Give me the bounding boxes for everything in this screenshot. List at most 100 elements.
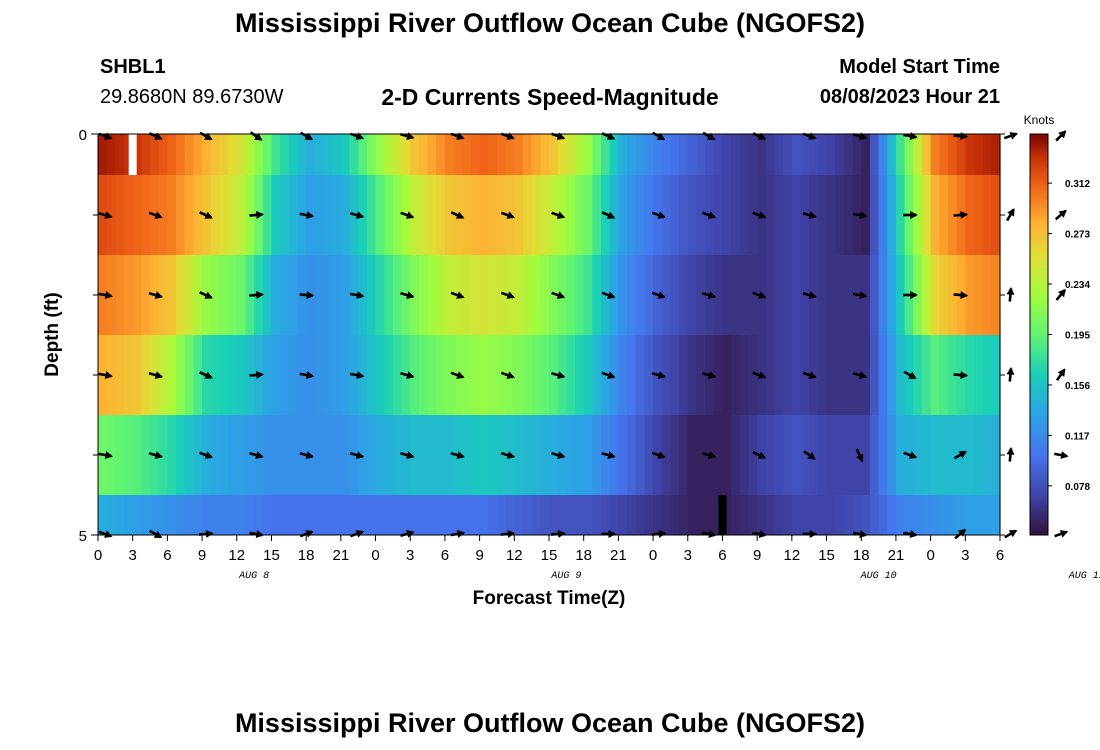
heatmap-cell	[184, 134, 194, 175]
heatmap-cell	[193, 255, 203, 335]
heatmap-cell	[991, 335, 1001, 415]
heatmap-cell	[488, 495, 498, 535]
heatmap-cell	[427, 415, 437, 495]
heatmap-cell	[150, 134, 160, 175]
current-arrow	[1004, 529, 1018, 539]
heatmap-cell	[531, 175, 541, 255]
current-arrow	[651, 530, 667, 538]
heatmap-cell	[791, 495, 802, 535]
current-arrow	[752, 451, 767, 459]
current-arrow	[601, 291, 616, 299]
heatmap-cell	[661, 495, 672, 535]
heatmap-cell	[575, 495, 585, 535]
colorbar-tick-label: 0.234	[1065, 280, 1090, 291]
heatmap-cell	[219, 134, 229, 175]
heatmap-cell	[297, 134, 307, 175]
heatmap-cell	[254, 134, 264, 175]
heatmap-cell	[817, 415, 828, 495]
heatmap-cell	[522, 495, 533, 535]
heatmap-cell	[332, 175, 342, 255]
heatmap-cell	[835, 175, 845, 255]
heatmap-cell	[705, 134, 715, 175]
heatmap-cell	[167, 175, 177, 255]
heatmap-cell	[124, 335, 134, 415]
current-arrow	[802, 211, 817, 219]
heatmap-cell	[627, 134, 637, 175]
heatmap-cell	[427, 495, 437, 535]
heatmap-cell	[141, 175, 151, 255]
heatmap-cell	[644, 255, 654, 335]
heatmap-cell	[236, 335, 247, 415]
heatmap-cell	[366, 255, 377, 335]
heatmap-cell	[444, 255, 455, 335]
current-arrow	[400, 291, 415, 299]
current-arrow	[199, 291, 213, 299]
heatmap-cell	[826, 255, 836, 335]
current-arrow	[802, 371, 817, 379]
heatmap-cell	[98, 134, 108, 175]
current-arrow	[299, 451, 314, 459]
current-arrow	[701, 291, 717, 299]
heatmap-cell	[436, 134, 446, 175]
current-arrow	[500, 530, 516, 538]
heatmap-cell	[575, 335, 585, 415]
current-arrow	[1006, 287, 1015, 302]
current-arrow	[651, 371, 666, 379]
heatmap-cell	[965, 335, 975, 415]
heatmap-cell	[479, 415, 489, 495]
heatmap-cell	[965, 255, 975, 335]
heatmap-cell	[332, 335, 342, 415]
heatmap-cell	[245, 415, 255, 495]
heatmap-cell	[748, 495, 758, 535]
heatmap-cell	[436, 335, 446, 415]
current-arrow	[249, 211, 264, 219]
heatmap-cell	[895, 134, 906, 175]
heatmap-cell	[522, 255, 533, 335]
missing-data-cell	[128, 134, 137, 175]
heatmap-cell	[800, 134, 810, 175]
heatmap-cells	[98, 134, 1001, 535]
heatmap-cell	[488, 175, 498, 255]
missing-data-cell	[718, 495, 727, 535]
heatmap-cell	[843, 335, 854, 415]
heatmap-cell	[783, 134, 793, 175]
heatmap-cell	[193, 415, 203, 495]
heatmap-cell	[384, 255, 394, 335]
heatmap-cell	[366, 335, 377, 415]
heatmap-cell	[418, 255, 429, 335]
heatmap-cell	[687, 335, 698, 415]
heatmap-cell	[366, 415, 377, 495]
heatmap-cell	[791, 335, 802, 415]
model-start-value: 08/08/2023 Hour 21	[819, 86, 1000, 108]
heatmap-cell	[869, 415, 880, 495]
heatmap-cell	[713, 255, 724, 335]
heatmap-cell	[470, 335, 481, 415]
current-arrow	[450, 371, 465, 379]
heatmap-cell	[332, 415, 342, 495]
heatmap-cell	[722, 134, 732, 175]
heatmap-cell	[566, 495, 576, 535]
heatmap-cell	[609, 255, 619, 335]
heatmap-cell	[635, 175, 645, 255]
heatmap-cell	[314, 255, 325, 335]
current-arrow	[299, 291, 315, 299]
heatmap-cell	[627, 415, 637, 495]
x-tick-label: 3	[406, 547, 414, 564]
heatmap-cell	[262, 415, 273, 495]
heatmap-cell	[939, 335, 949, 415]
heatmap-cell	[514, 415, 524, 495]
heatmap-cell	[462, 495, 472, 535]
heatmap-cell	[453, 495, 463, 535]
colorbar	[1029, 133, 1049, 536]
heatmap-cell	[826, 335, 836, 415]
heatmap-cell	[583, 495, 593, 535]
heatmap-cell	[132, 175, 142, 255]
current-arrow	[149, 529, 163, 539]
current-arrow	[802, 530, 818, 538]
heatmap-cell	[817, 255, 828, 335]
currents-heatmap-chart: 0 3 6 9 12 15 18 21 0 3 6 9 12 15 18 21 0 3 6 9 12 15 18 21 0 3 6 A…	[42, 113, 1100, 609]
heatmap-cell	[653, 495, 663, 535]
heatmap-cell	[713, 175, 724, 255]
current-arrow	[752, 371, 767, 379]
heatmap-cell	[947, 495, 958, 535]
